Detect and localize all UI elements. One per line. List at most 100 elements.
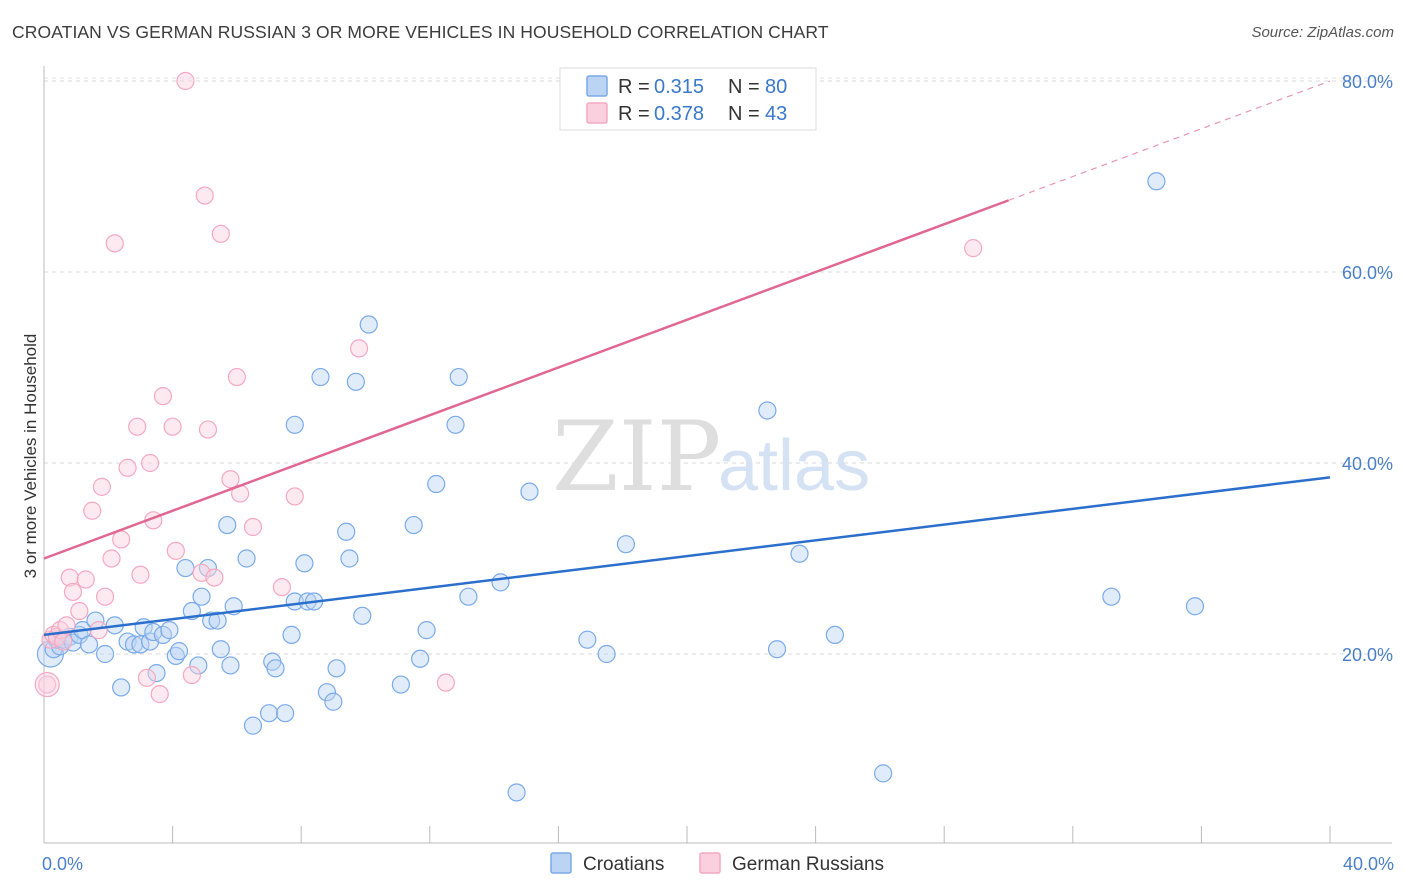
y-tick-label-1: 40.0%: [1342, 454, 1393, 474]
croatians-point-78: [1185, 597, 1205, 616]
croatians-point-52: [337, 522, 356, 541]
german-russians-point-17: [112, 530, 131, 549]
x-tick-label-1: 40.0%: [1343, 854, 1394, 874]
chart-title: CROATIAN VS GERMAN RUSSIAN 3 OR MORE VEH…: [12, 22, 829, 42]
croatians-point-59: [411, 649, 430, 668]
croatians-point-27: [189, 656, 208, 675]
croatians-point-64: [459, 587, 478, 606]
trend-line-croatians: [43, 476, 1331, 637]
croatians-point-38: [259, 704, 279, 723]
croatians-point-55: [353, 606, 372, 625]
german-russians-point-7: [60, 568, 79, 587]
croatians-point-69: [597, 644, 616, 664]
croatians-point-48: [311, 367, 330, 387]
german-russians-point-large: [34, 671, 60, 698]
y-tick-label-2: 60.0%: [1342, 263, 1393, 283]
croatians-point-32: [211, 640, 230, 659]
croatians-point-76: [1102, 587, 1121, 606]
grid-lines: [44, 77, 1392, 655]
croatians-point-33: [218, 515, 237, 535]
german-russians-point-36: [227, 367, 246, 387]
correlation-legend: R = 0.315 N = 80 R = 0.378 N = 43: [559, 67, 817, 131]
german-russians-point-16: [105, 234, 124, 253]
german-russians-point-18: [118, 458, 137, 477]
german-russians-point-24: [150, 685, 169, 704]
legend-r-value-2: 0.378: [654, 103, 704, 125]
croatians-point-75: [874, 764, 893, 783]
german-russians-point-14: [95, 587, 115, 606]
croatians-point-37: [243, 716, 263, 735]
croatians-point-31: [208, 611, 227, 630]
croatians-point-44: [285, 415, 304, 434]
chart-source: Source: ZipAtlas.com: [1251, 24, 1394, 41]
croatians-point-11: [95, 644, 115, 664]
german-russians-point-21: [137, 668, 156, 687]
croatians-point-36: [237, 549, 256, 568]
x-tick-label-0: 0.0%: [42, 854, 83, 874]
croatians-point-6: [63, 633, 83, 652]
croatians-point-67: [520, 482, 539, 501]
croatians-point-63: [449, 367, 468, 387]
croatians-point-28: [192, 587, 211, 606]
german-russians-point-27: [166, 541, 185, 560]
croatians-point-60: [417, 621, 436, 640]
croatians-point-54: [346, 372, 365, 391]
german-russians-point-40: [285, 487, 304, 506]
croatians-point-34: [221, 656, 240, 675]
y-axis-label: 3 or more Vehicles in Household: [21, 334, 40, 579]
series-legend: Croatians German Russians: [550, 852, 884, 875]
legend-n-label-2: N =: [728, 103, 760, 125]
legend-n-value-2: 43: [765, 103, 787, 125]
croatians-point-50: [324, 692, 343, 711]
croatians-point-77: [1147, 172, 1166, 191]
german-russians-point-29: [182, 665, 201, 685]
trend-line-german-russians: [43, 199, 1009, 560]
german-russians-point-6: [57, 616, 76, 635]
series-german-russians-points: [34, 71, 983, 704]
german-russians-point-43: [964, 239, 983, 258]
axes: [43, 66, 1392, 844]
series-croatians-points: [36, 172, 1205, 802]
bottom-legend-swatch-german-russians: [699, 852, 721, 874]
croatians-point-41: [276, 704, 295, 723]
croatians-point-49: [317, 683, 337, 702]
croatians-point-57: [391, 675, 410, 694]
croatians-point-65: [491, 573, 510, 592]
german-russians-point-33: [205, 568, 224, 587]
croatians-point-70: [616, 535, 636, 554]
german-russians-point-34: [211, 224, 230, 243]
german-russians-point-19: [128, 417, 147, 436]
german-russians-point-42: [436, 673, 455, 692]
croatians-point-71: [758, 401, 777, 420]
legend-r-label-1: R =: [618, 76, 650, 98]
croatians-point-66: [507, 783, 526, 802]
german-russians-point-8: [63, 582, 83, 602]
croatians-point-73: [790, 544, 809, 563]
croatians-point-72: [767, 640, 787, 659]
german-russians-point-31: [195, 186, 214, 205]
trend-line-german-russians-extension: [1008, 80, 1331, 201]
german-russians-point-5: [54, 632, 73, 651]
german-russians-point-25: [153, 387, 173, 406]
german-russians-point-9: [70, 601, 89, 621]
croatians-point-42: [282, 625, 301, 645]
german-russians-point-39: [272, 578, 292, 597]
croatians-point-53: [340, 549, 359, 568]
croatians-point-51: [327, 659, 346, 678]
croatians-point-25: [176, 558, 195, 578]
german-russians-point-22: [140, 453, 160, 473]
y-tick-label-0: 20.0%: [1342, 645, 1393, 665]
croatians-point-30: [202, 611, 221, 630]
german-russians-point-13: [92, 477, 111, 496]
croatians-point-13: [112, 678, 131, 697]
croatians-point-62: [446, 415, 465, 434]
croatians-point-61: [427, 474, 446, 494]
croatians-point-40: [266, 659, 285, 678]
bottom-legend-swatch-croatians: [550, 852, 572, 874]
croatians-point-58: [404, 515, 423, 535]
german-russians-point-0: [38, 675, 57, 694]
german-russians-point-26: [163, 417, 182, 436]
legend-n-value-1: 80: [765, 76, 787, 98]
german-russians-point-20: [131, 565, 150, 584]
